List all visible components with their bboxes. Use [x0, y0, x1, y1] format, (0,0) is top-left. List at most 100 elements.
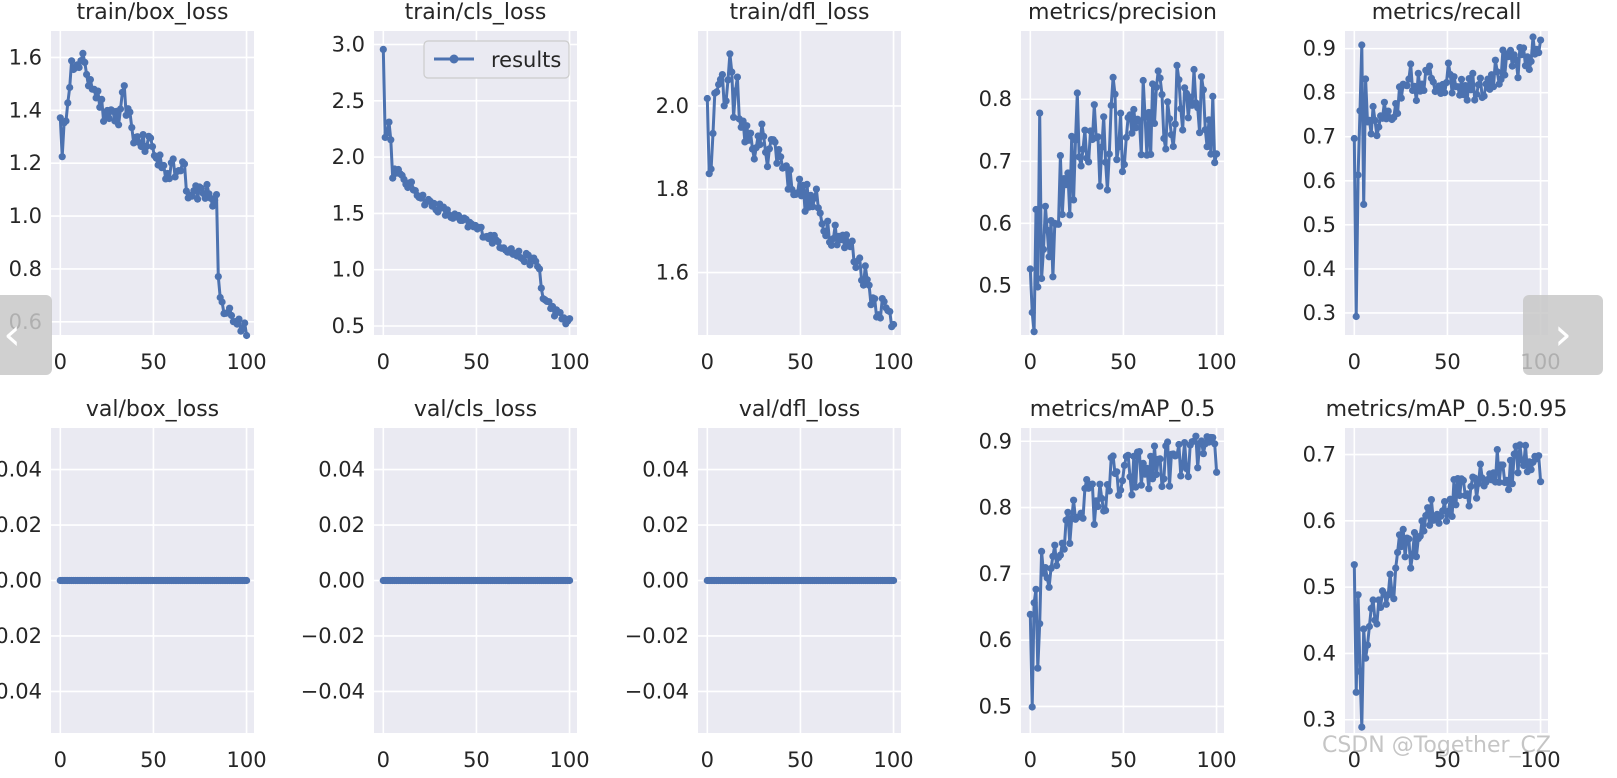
data-point	[379, 45, 387, 54]
data-point	[786, 166, 794, 174]
data-point	[1401, 553, 1409, 561]
chart-title: train/dfl_loss	[730, 0, 870, 25]
data-point	[1211, 159, 1219, 167]
data-point	[387, 136, 395, 144]
chart-title: val/cls_loss	[414, 397, 537, 422]
plot-area	[51, 31, 254, 335]
data-point	[1175, 440, 1183, 449]
data-point	[1350, 134, 1358, 143]
data-point	[756, 141, 764, 149]
y-tick-label: 0.02	[318, 513, 365, 537]
data-point	[1107, 101, 1115, 110]
data-point	[747, 129, 755, 137]
data-point	[865, 281, 873, 289]
data-point	[831, 221, 839, 229]
data-point	[1150, 119, 1159, 127]
data-point	[66, 83, 74, 92]
data-point	[241, 319, 249, 327]
data-point	[1476, 74, 1484, 82]
data-point	[810, 194, 819, 202]
data-point	[1213, 468, 1221, 476]
y-tick-label: 1.4	[9, 98, 42, 122]
data-point	[477, 223, 485, 231]
previous-image-button[interactable]: ‹	[0, 295, 52, 375]
data-point	[494, 238, 502, 246]
data-point	[1034, 664, 1042, 672]
data-point	[1493, 446, 1501, 454]
data-point	[750, 155, 758, 163]
data-point	[1527, 57, 1535, 65]
data-point	[1028, 308, 1036, 317]
data-point	[730, 113, 738, 121]
x-tick-label: 50	[140, 748, 167, 772]
next-image-button[interactable]: ›	[1523, 295, 1603, 375]
data-point	[743, 122, 751, 130]
data-point	[566, 576, 574, 585]
x-tick-label: 50	[1110, 350, 1137, 374]
data-point	[1424, 68, 1432, 76]
data-point	[128, 124, 136, 132]
data-point	[1194, 104, 1202, 112]
data-point	[56, 114, 64, 122]
data-point	[1143, 464, 1151, 472]
data-point	[724, 76, 732, 84]
data-point	[83, 70, 91, 78]
data-point	[1041, 564, 1049, 572]
data-point	[1045, 583, 1053, 591]
data-point	[1352, 312, 1360, 321]
x-tick-label: 100	[1197, 350, 1237, 374]
y-tick-label: 0.3	[1303, 301, 1336, 325]
data-point	[1369, 596, 1377, 604]
data-point	[1139, 459, 1147, 467]
data-point	[1128, 129, 1136, 137]
data-point	[1512, 56, 1520, 64]
data-point	[1480, 92, 1488, 100]
data-point	[1367, 604, 1375, 613]
data-point	[1053, 562, 1061, 570]
data-point	[1066, 539, 1074, 548]
data-point	[137, 142, 145, 151]
data-point	[515, 247, 523, 255]
data-point	[100, 117, 108, 125]
data-point	[1135, 117, 1143, 125]
data-point	[1448, 512, 1456, 521]
data-point	[68, 57, 76, 65]
data-point	[118, 88, 126, 96]
data-point	[1113, 156, 1121, 164]
data-point	[1205, 116, 1213, 124]
data-point	[1160, 134, 1168, 142]
data-point	[188, 192, 196, 200]
data-point	[226, 304, 234, 312]
data-point	[1100, 113, 1108, 121]
data-point	[1109, 73, 1117, 81]
data-point	[1442, 517, 1451, 525]
data-point	[1186, 93, 1194, 101]
data-point	[1442, 79, 1451, 87]
data-point	[58, 153, 66, 161]
data-point	[1386, 570, 1394, 578]
y-tick-label: 0.04	[318, 458, 365, 482]
data-point	[707, 165, 715, 173]
y-tick-label: 0.00	[318, 569, 365, 593]
data-point	[1192, 432, 1200, 440]
data-point	[1405, 535, 1413, 543]
data-point	[1435, 519, 1443, 527]
data-point	[1197, 73, 1206, 81]
data-point	[1369, 102, 1377, 111]
data-point	[1426, 521, 1434, 529]
chevron-right-icon: ›	[1554, 309, 1572, 360]
data-point	[1403, 82, 1411, 90]
data-point	[1077, 162, 1085, 170]
data-point	[1377, 603, 1385, 612]
data-point	[818, 220, 826, 228]
data-point	[1207, 150, 1215, 158]
legend-marker	[449, 54, 459, 64]
y-tick-label: −0.02	[625, 624, 689, 648]
y-tick-label: 0.5	[979, 694, 1012, 718]
plot-area	[1021, 31, 1224, 335]
data-point	[1147, 452, 1155, 460]
data-point	[797, 192, 806, 200]
data-point	[1465, 502, 1473, 510]
data-point	[1041, 202, 1049, 210]
data-point	[1032, 585, 1040, 593]
